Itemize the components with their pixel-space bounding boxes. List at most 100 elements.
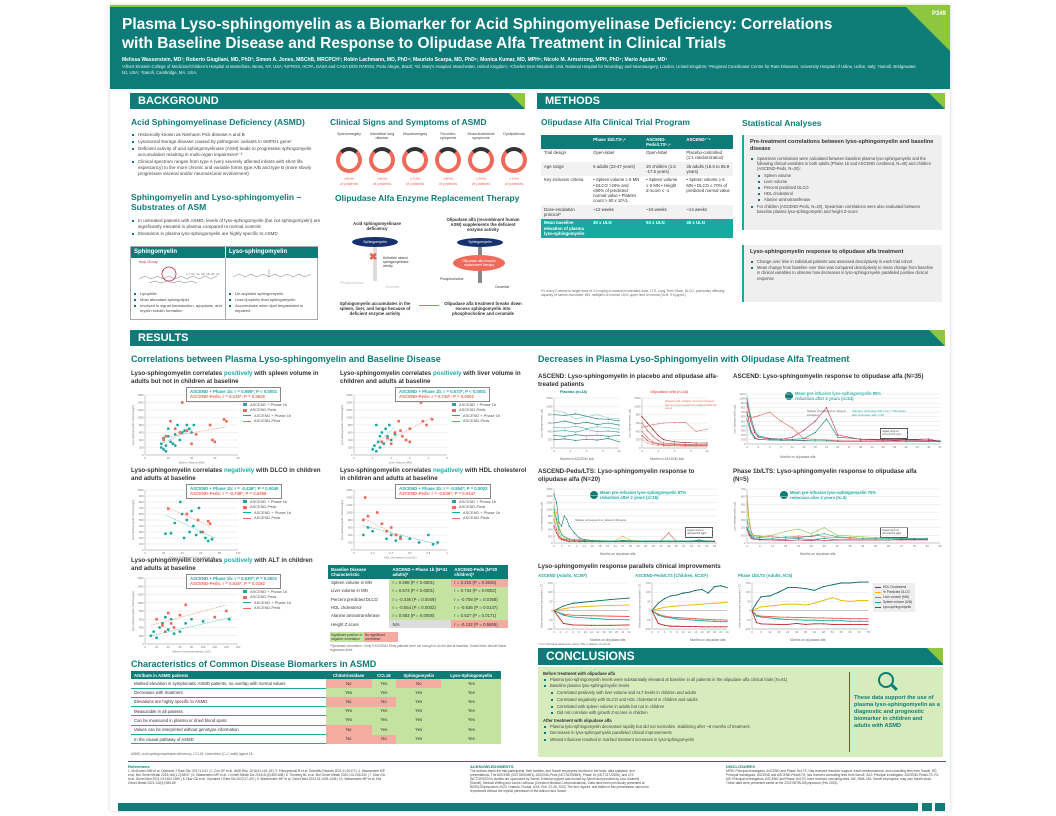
data-point-peds <box>162 438 165 442</box>
y-tick-label: 400 <box>348 533 353 537</box>
series-point <box>837 436 839 438</box>
legend-label: ASCEND + Phase 1b <box>254 412 292 418</box>
series-point <box>568 540 570 542</box>
series-point <box>817 530 819 532</box>
x-tick-label: 140 <box>224 645 229 649</box>
series-point <box>849 600 851 602</box>
table-row: Mean baseline elevation of plasma lyso-s… <box>541 218 733 238</box>
x-tick-label: 48 <box>927 445 931 449</box>
y-axis-title: Lyso-sphingomyelin, Plasma (µg/L) <box>131 591 135 632</box>
series-point <box>831 584 833 586</box>
stat-peds: ASCEND-Peds: r = -0.708*; P = 0.0358 <box>190 491 267 497</box>
legend-item: % Predicted DLCO <box>875 590 913 595</box>
series-point <box>822 617 824 619</box>
y-tick-label: 800 <box>348 518 353 522</box>
biomarkers-heading: Characteristics of Common Disease Biomar… <box>131 659 377 669</box>
series-point <box>720 619 722 621</box>
decreases-heading: Decreases in Plasma Lyso-Sphingomyelin w… <box>538 354 850 364</box>
legend-item: ASCEND + Phase 1b <box>243 499 291 504</box>
y-axis-title: Lyso-sphingomyelin, Plasma (µg/L) <box>340 500 344 541</box>
sign-label: Interstitial lung disease <box>369 132 395 141</box>
series-point <box>867 618 869 620</box>
series-point <box>900 539 902 541</box>
series-point <box>875 537 877 539</box>
series-point <box>676 594 678 596</box>
arrow-right-icon <box>419 305 439 306</box>
series-point <box>772 539 774 541</box>
y-tick-label: 1600 <box>346 393 353 397</box>
x-tick-label: 20 <box>615 630 619 634</box>
table-cell: Yes <box>441 725 501 735</box>
series-point <box>772 537 774 539</box>
series-point <box>796 622 798 625</box>
data-point-adults <box>374 449 378 453</box>
legend-swatch <box>875 596 881 598</box>
data-point-adults <box>190 509 193 513</box>
series-point <box>663 624 666 626</box>
sign-percent: >75% <box>475 176 487 181</box>
table-cell: Measurable in all patients <box>131 706 326 717</box>
regression-line <box>150 616 233 636</box>
chain-label: n = 12, 14, 16, 18, 20, 22 <box>186 272 220 276</box>
data-point-adults <box>173 432 177 436</box>
x-tick-label: 57 <box>698 544 702 548</box>
series-point <box>663 443 665 445</box>
series-point <box>628 597 630 599</box>
y-tick-label: 100 <box>741 533 746 537</box>
series-point <box>682 604 684 607</box>
x-tick-label: 12 <box>583 544 587 548</box>
y-tick-label: 0 <box>744 442 746 446</box>
series-point <box>746 397 748 400</box>
x-tick-label: 0.6 <box>408 551 412 555</box>
x-tick-label: 12 <box>705 449 709 453</box>
data-point-peds <box>169 419 172 423</box>
regression-line <box>161 426 227 439</box>
disclosures-text: MPW: Principal investigator, ASCEND and … <box>726 769 940 785</box>
series-point <box>750 432 752 434</box>
stat-peds: ASCEND-Peds: r = 0.734*; P = 0.0002 <box>399 394 474 400</box>
y-tick-label: 1400 <box>546 494 553 498</box>
defect-label: Defective/ absent sphingomyelinase activ… <box>383 256 409 268</box>
series-point <box>695 444 697 446</box>
x-tick-label: 6 <box>569 544 571 548</box>
bullet: Percent predicted DLCO <box>750 185 936 190</box>
y-tick-label: 0 <box>142 548 144 552</box>
x-tick-label: 54 <box>861 544 865 548</box>
x-tick-label: 30 <box>859 445 863 449</box>
series-point <box>695 618 697 620</box>
x-tick-label: 40 <box>167 645 171 649</box>
table-cell: Spleen volume in MN <box>328 578 390 587</box>
data-point-peds <box>425 423 428 427</box>
x-tick-label: 10 <box>584 630 588 634</box>
stat-adults: ASCEND + Phase 1b: r = 0.673*; P < 0.000… <box>399 389 486 394</box>
data-point-adults <box>384 427 388 431</box>
y-tick-label: 200 <box>139 446 144 450</box>
table-cell: Values can be interpreted without genoty… <box>131 725 326 736</box>
y-tick-label: 0 <box>744 541 746 545</box>
series-point <box>609 598 611 601</box>
y-tick-label: 900 <box>741 401 746 405</box>
series-point <box>785 538 787 540</box>
y-tick-label: 1000 <box>137 601 144 605</box>
table-cell: Marked elevation in symptomatic ASMD pat… <box>131 679 326 689</box>
series-point <box>561 539 563 541</box>
series-point <box>563 515 565 517</box>
series-point <box>746 519 748 521</box>
series-point <box>803 429 805 431</box>
series-point <box>822 599 824 602</box>
series-point <box>836 536 838 538</box>
bullet: Accumulates when lipid degradation is im… <box>228 303 316 313</box>
series-point <box>575 423 577 425</box>
y-tick-label: 1200 <box>546 396 553 400</box>
x-tick-label: 12 <box>791 445 795 449</box>
y-tick-label: 100 <box>139 542 144 546</box>
series-point <box>825 407 828 409</box>
series-point <box>590 605 593 607</box>
placebo-label: Placebo (n=18) <box>560 390 587 394</box>
stat-adults: ASCEND + Phase 1b: r = -0.436*; P = 0.00… <box>190 486 279 491</box>
trial-program-heading: Olipudase Alfa Clinical Trial Program <box>541 117 690 127</box>
y-tick-label: 100 <box>746 590 751 594</box>
table-cell: Can be measured in plasma or dried blood… <box>131 715 326 726</box>
